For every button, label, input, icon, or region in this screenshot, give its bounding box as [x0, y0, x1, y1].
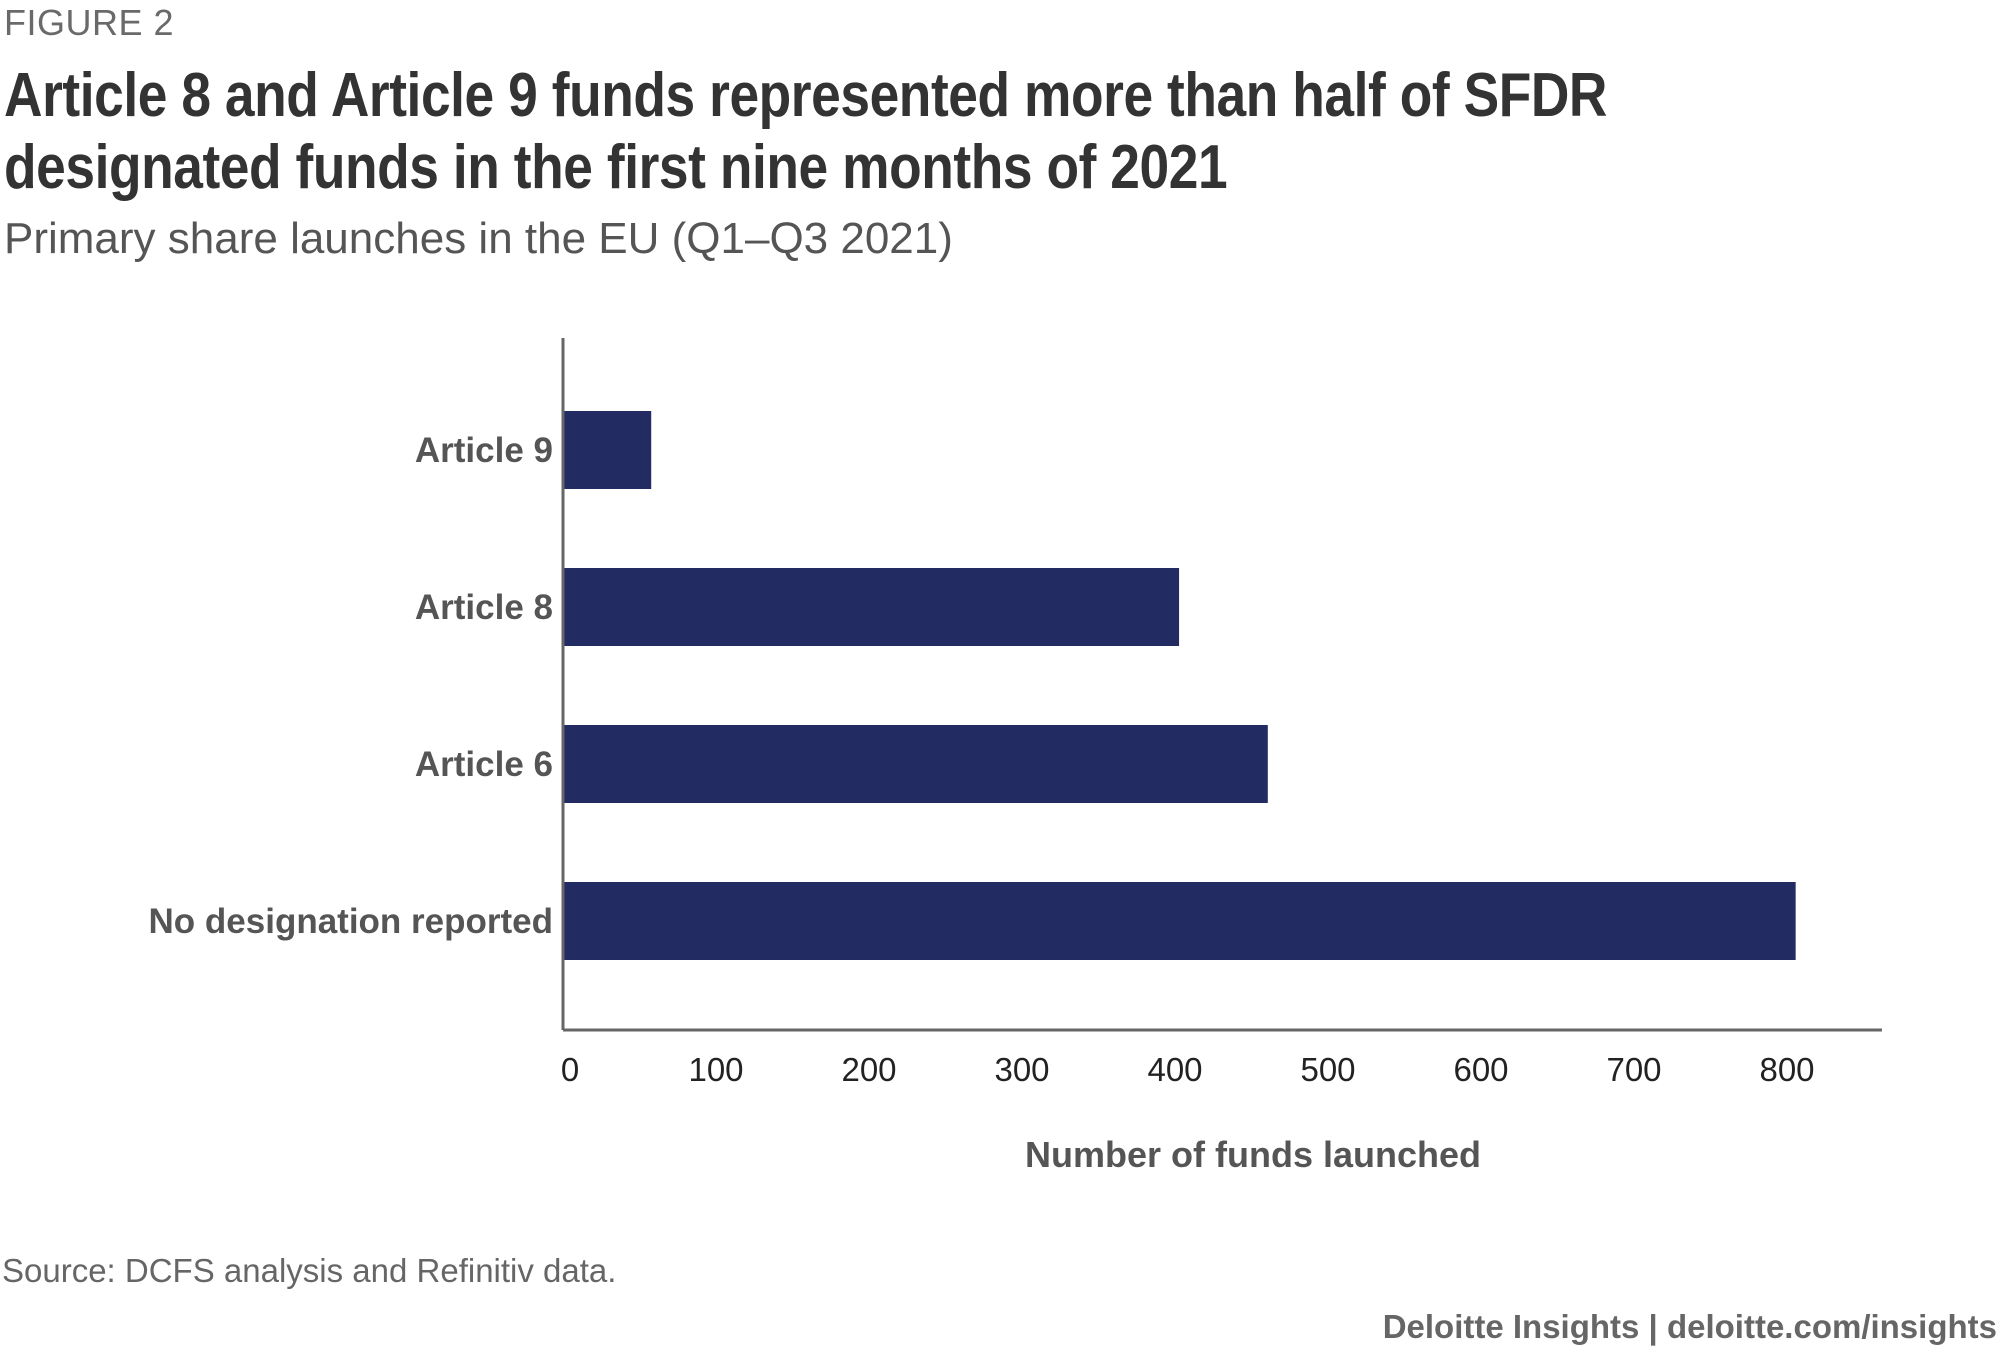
x-tick-label: 100: [688, 1051, 743, 1088]
bar-article-8: [564, 568, 1180, 646]
bar-no-designation-reported: [564, 882, 1796, 960]
category-label: No designation reported: [149, 902, 553, 941]
x-tick-label: 700: [1606, 1051, 1661, 1088]
bar-article-9: [564, 411, 652, 489]
category-label: Article 8: [415, 588, 553, 627]
category-label: Article 6: [415, 745, 553, 784]
x-tick-label: 500: [1300, 1051, 1355, 1088]
x-tick-label: 800: [1759, 1051, 1814, 1088]
source-note: Source: DCFS analysis and Refinitiv data…: [2, 1252, 617, 1289]
x-tick-label: 200: [841, 1051, 896, 1088]
chart-subtitle: Primary share launches in the EU (Q1–Q3 …: [4, 214, 953, 263]
x-tick-label: 400: [1147, 1051, 1202, 1088]
x-tick-label: 0: [561, 1051, 579, 1088]
bar-chart: Article 9 Article 8 Article 6 No designatio…: [149, 338, 1882, 1175]
publisher-credit: Deloitte Insights | deloitte.com/insight…: [1382, 1308, 1997, 1345]
x-tick-label: 600: [1453, 1051, 1508, 1088]
x-tick-label: 300: [994, 1051, 1049, 1088]
x-axis-title: Number of funds launched: [1025, 1134, 1481, 1175]
figure-label: FIGURE 2: [4, 2, 175, 43]
category-label: Article 9: [415, 431, 553, 470]
chart-title: Article 8 and Article 9 funds represente…: [4, 61, 1608, 202]
bar-article-6: [564, 725, 1268, 803]
